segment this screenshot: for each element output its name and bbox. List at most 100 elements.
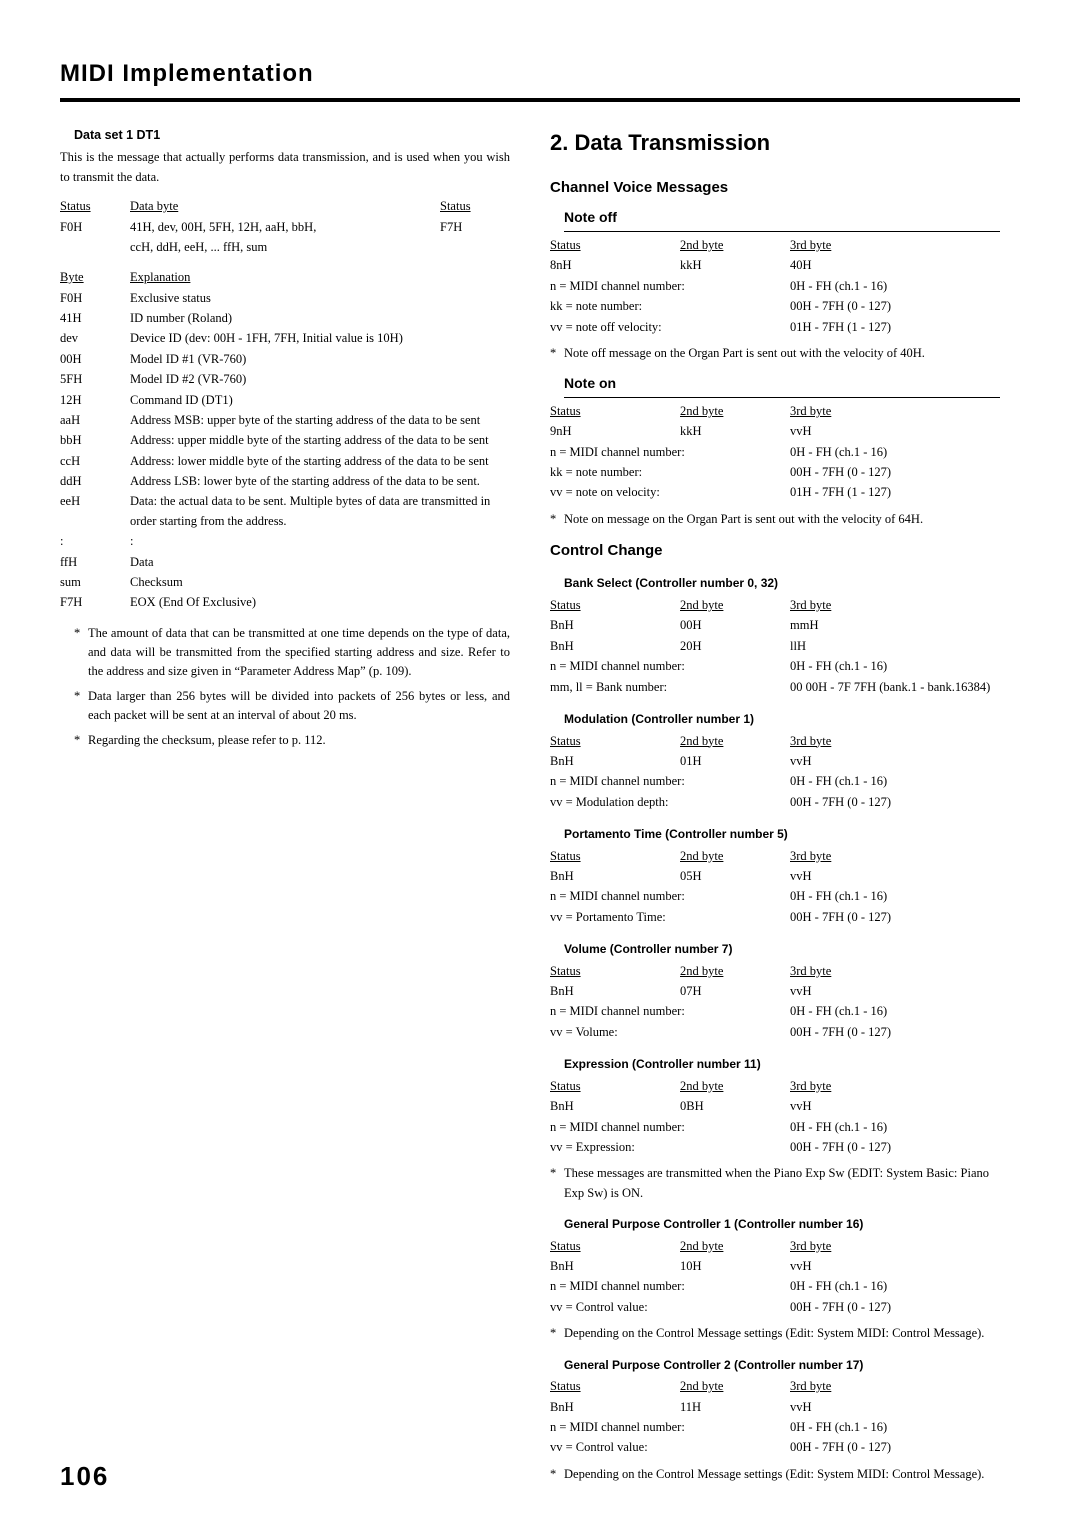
cell: ccH [60, 452, 130, 472]
cell: 00H [680, 616, 790, 636]
th: Status [550, 847, 680, 867]
cc-title: Control Change [550, 539, 1000, 562]
th: 2nd byte [680, 847, 790, 867]
th: 2nd byte [680, 1237, 790, 1257]
cell: Address: upper middle byte of the starti… [130, 431, 510, 451]
th: Status [550, 1077, 680, 1097]
gpc1-table: Status2nd byte3rd byte BnH10HvvH n = MID… [550, 1237, 1000, 1319]
th-explanation: Explanation [130, 268, 510, 288]
page-title: MIDI Implementation [60, 60, 1020, 88]
gpc1-title: General Purpose Controller 1 (Controller… [564, 1215, 1000, 1234]
th-databyte: Data byte [130, 197, 440, 217]
param: vv = Portamento Time: [550, 908, 790, 928]
cell: 0BH [680, 1097, 790, 1117]
cell: BnH [550, 1097, 680, 1117]
exp-table: Status2nd byte3rd byte BnH0BHvvH n = MID… [550, 1077, 1000, 1159]
th-status2: Status [440, 197, 510, 217]
cell: BnH [550, 867, 680, 887]
cell: 41H [60, 309, 130, 329]
th: Status [550, 402, 680, 422]
cell: Address MSB: upper byte of the starting … [130, 411, 510, 431]
cell: Model ID #1 (VR-760) [130, 350, 510, 370]
th: 3rd byte [790, 847, 1000, 867]
note-item: The amount of data that can be transmitt… [74, 624, 510, 682]
noteoff-table: Status2nd byte3rd byte 8nHkkH40H n = MID… [550, 236, 1000, 338]
cell: : [60, 532, 130, 552]
param: n = MIDI channel number: [550, 1418, 790, 1438]
status-databyte-table: Status Data byte Status F0H 41H, dev, 00… [60, 197, 510, 258]
noteoff-note: Note off message on the Organ Part is se… [550, 344, 1000, 363]
range: 00H - 7FH (0 - 127) [790, 1138, 1000, 1158]
param: vv = Expression: [550, 1138, 790, 1158]
cell: 05H [680, 867, 790, 887]
th: 3rd byte [790, 962, 1000, 982]
cell: 5FH [60, 370, 130, 390]
th: Status [550, 596, 680, 616]
cell: 9nH [550, 422, 680, 442]
cell: ffH [60, 553, 130, 573]
param: vv = note off velocity: [550, 318, 790, 338]
cell: 20H [680, 637, 790, 657]
exp-title: Expression (Controller number 11) [564, 1055, 1000, 1074]
range: 0H - FH (ch.1 - 16) [790, 443, 1000, 463]
th: 2nd byte [680, 732, 790, 752]
vol-title: Volume (Controller number 7) [564, 940, 1000, 959]
param: vv = Modulation depth: [550, 793, 790, 813]
param: n = MIDI channel number: [550, 657, 790, 677]
th: 2nd byte [680, 596, 790, 616]
range: 00 00H - 7F 7FH (bank.1 - bank.16384) [790, 678, 1000, 698]
cell: kkH [680, 422, 790, 442]
right-column: 2. Data Transmission Channel Voice Messa… [550, 126, 1000, 1494]
cell: 41H, dev, 00H, 5FH, 12H, aaH, bbH, [130, 218, 440, 238]
cell: Device ID (dev: 00H - 1FH, 7FH, Initial … [130, 329, 510, 349]
range: 01H - 7FH (1 - 127) [790, 483, 1000, 503]
cell: Data [130, 553, 510, 573]
cell: Checksum [130, 573, 510, 593]
range: 00H - 7FH (0 - 127) [790, 1438, 1000, 1458]
param: kk = note number: [550, 297, 790, 317]
th: 2nd byte [680, 236, 790, 256]
cell: 10H [680, 1257, 790, 1277]
range: 00H - 7FH (0 - 127) [790, 908, 1000, 928]
gpc2-title: General Purpose Controller 2 (Controller… [564, 1356, 1000, 1375]
cell: ddH [60, 472, 130, 492]
range: 00H - 7FH (0 - 127) [790, 297, 1000, 317]
th: 2nd byte [680, 1377, 790, 1397]
note-item: Data larger than 256 bytes will be divid… [74, 687, 510, 726]
cvm-title: Channel Voice Messages [550, 176, 1000, 199]
dataset-title: Data set 1 DT1 [74, 126, 510, 145]
param: n = MIDI channel number: [550, 1002, 790, 1022]
range: 0H - FH (ch.1 - 16) [790, 887, 1000, 907]
range: 0H - FH (ch.1 - 16) [790, 1002, 1000, 1022]
cell: dev [60, 329, 130, 349]
range: 0H - FH (ch.1 - 16) [790, 1418, 1000, 1438]
cell: : [130, 532, 510, 552]
noteon-title: Note on [564, 373, 1000, 398]
cell: llH [790, 637, 1000, 657]
port-title: Portamento Time (Controller number 5) [564, 825, 1000, 844]
cell: Exclusive status [130, 289, 510, 309]
section-title: 2. Data Transmission [550, 126, 1000, 160]
exp-note: These messages are transmitted when the … [550, 1164, 1000, 1203]
th: 3rd byte [790, 236, 1000, 256]
range: 0H - FH (ch.1 - 16) [790, 772, 1000, 792]
vol-table: Status2nd byte3rd byte BnH07HvvH n = MID… [550, 962, 1000, 1044]
param: n = MIDI channel number: [550, 443, 790, 463]
param: n = MIDI channel number: [550, 1118, 790, 1138]
th: Status [550, 236, 680, 256]
cell: 01H [680, 752, 790, 772]
bank-table: Status2nd byte3rd byte BnH00HmmH BnH20Hl… [550, 596, 1000, 698]
cell: 00H [60, 350, 130, 370]
range: 00H - 7FH (0 - 127) [790, 1298, 1000, 1318]
th: Status [550, 1237, 680, 1257]
th-status: Status [60, 197, 130, 217]
cell: aaH [60, 411, 130, 431]
range: 00H - 7FH (0 - 127) [790, 463, 1000, 483]
range: 0H - FH (ch.1 - 16) [790, 657, 1000, 677]
cell: eeH [60, 492, 130, 532]
cell: vvH [790, 752, 1000, 772]
param: n = MIDI channel number: [550, 277, 790, 297]
cell: kkH [680, 256, 790, 276]
cell: 8nH [550, 256, 680, 276]
th: 3rd byte [790, 402, 1000, 422]
